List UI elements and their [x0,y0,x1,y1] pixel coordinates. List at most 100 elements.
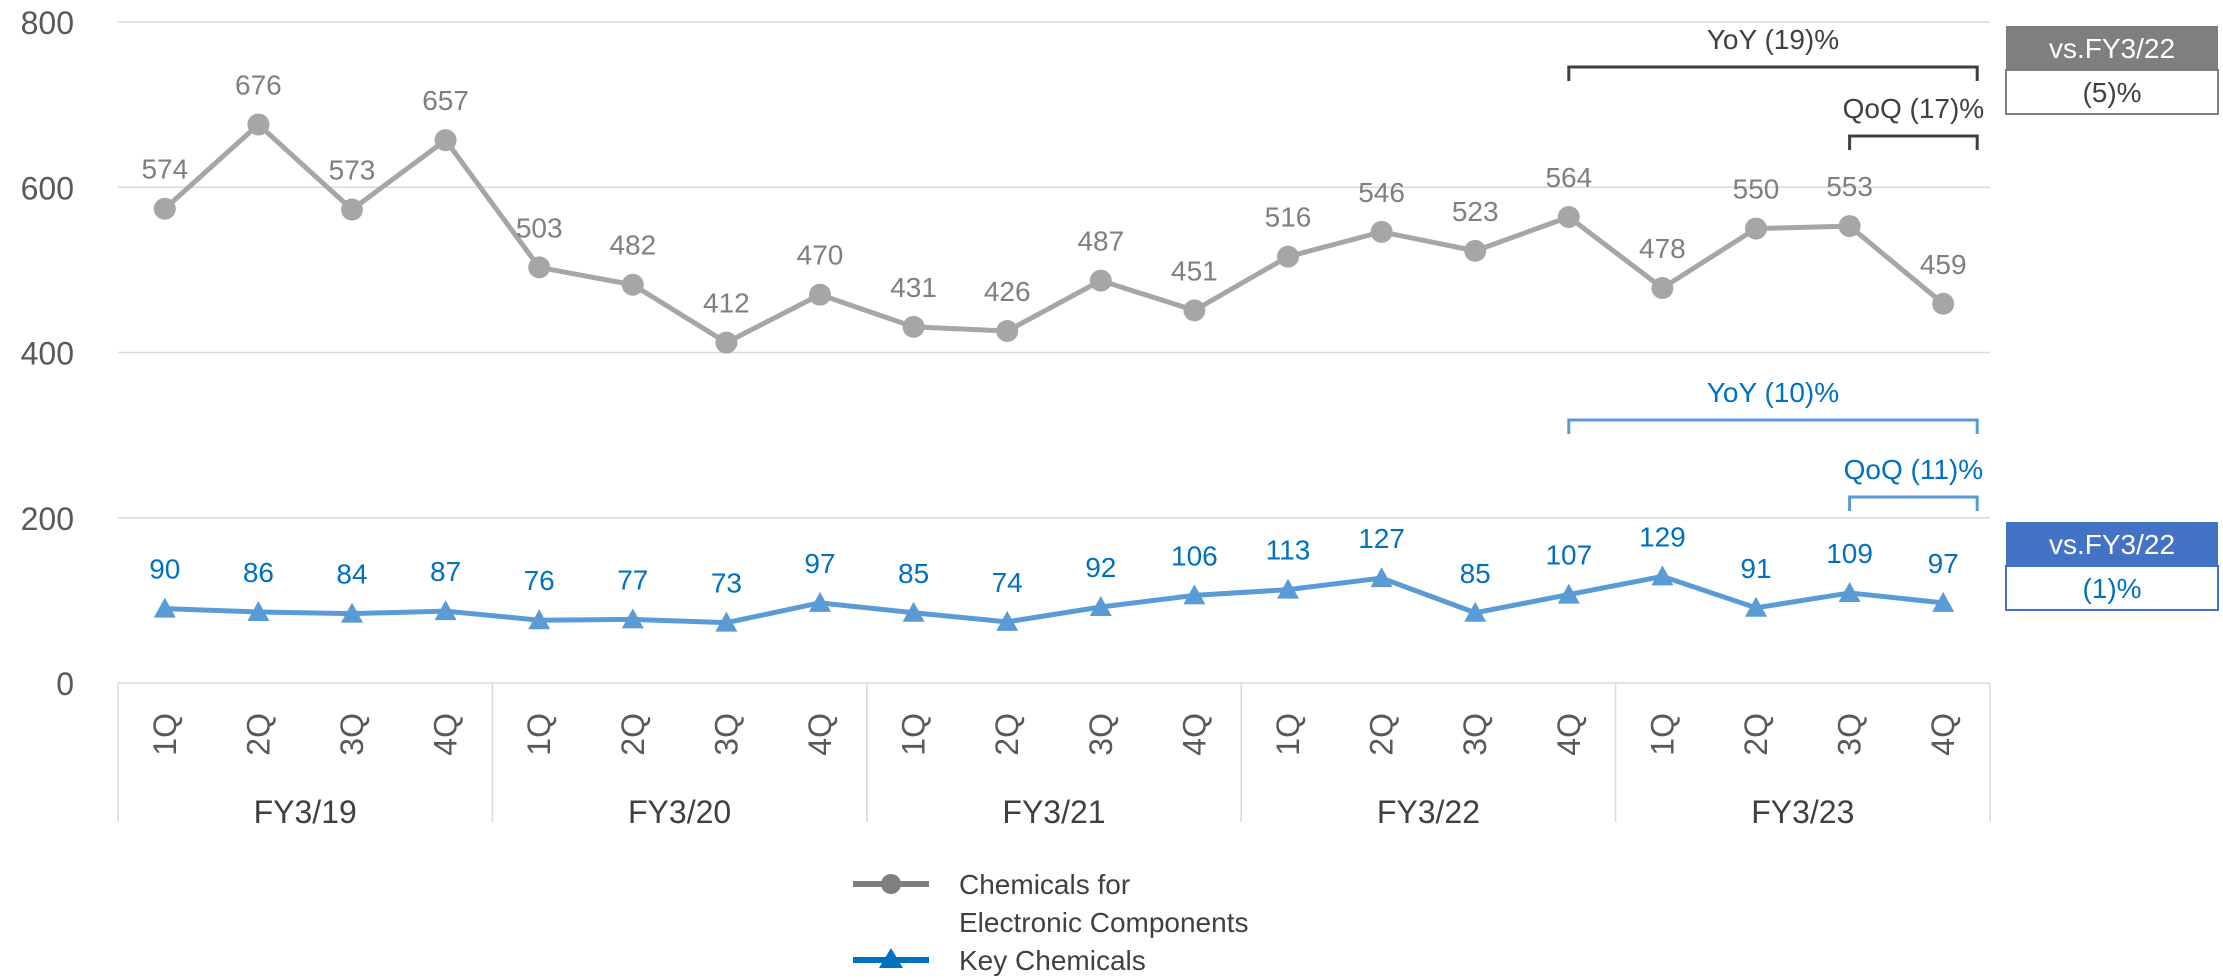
data-label: 574 [141,154,188,185]
y-axis: 0 200 400 600 800 [21,5,74,702]
legend-label: Key Chemicals [959,945,1146,976]
data-point [153,197,176,220]
data-point [809,283,831,306]
data-label: 74 [992,567,1023,598]
data-point [1464,239,1487,262]
y-tick-label: 600 [21,170,74,206]
data-point [528,256,551,279]
comparison-header-label: vs.FY3/22 [2049,33,2175,64]
bracket [1848,495,1979,511]
data-point [1089,269,1112,292]
x-tick-label: 3Q [334,713,370,756]
data-point [996,320,1019,343]
group-label: FY3/19 [254,794,357,830]
data-point [1932,292,1955,315]
x-tick-label: 4Q [802,713,838,756]
data-label: 77 [617,564,648,595]
series-line [164,573,1944,626]
group-label: FY3/21 [1002,794,1105,830]
data-label: 657 [422,85,469,116]
data-point [715,611,738,632]
x-tick-label: 2Q [615,713,651,756]
data-label: 85 [898,558,929,589]
data-label: 127 [1358,523,1405,554]
data-point [1277,245,1299,268]
data-label: 470 [797,240,844,271]
data-point [1745,596,1767,617]
group-label: FY3/20 [628,794,731,830]
x-tick-label: 4Q [1925,713,1961,756]
grid-lines [118,21,1990,684]
data-label: 523 [1452,196,1499,227]
data-label: 546 [1358,177,1405,208]
x-tick-label: 3Q [708,713,744,756]
data-label: 76 [524,565,555,596]
data-point [1745,217,1767,240]
data-point [1838,215,1861,238]
data-label: 87 [430,556,461,587]
data-point [434,600,457,621]
x-tick-label: 3Q [1083,713,1119,756]
x-tick-label: 2Q [1364,713,1400,756]
comparison-value-box [2005,565,2219,611]
annotation-label: YoY (19)% [1707,24,1839,55]
change-annotations: YoY (19)% QoQ (17)% YoY (10)% QoQ (11)% [1567,24,1984,511]
data-point [902,601,925,622]
data-point [1277,578,1299,599]
data-point [1464,601,1487,622]
data-point [1370,220,1393,243]
x-tick-label: 2Q [1738,713,1774,756]
data-label: 91 [1740,553,1771,584]
data-label: 564 [1545,162,1592,193]
group-label: FY3/22 [1377,794,1480,830]
legend-marker [879,948,903,968]
data-label: 106 [1171,540,1218,571]
comparison-value: (5)% [2082,77,2141,108]
x-tick-label: 4Q [1551,713,1587,756]
legend-marker [881,874,901,894]
x-tick-label: 1Q [521,713,557,756]
x-tick-label: 2Q [240,713,276,756]
data-point [341,602,363,623]
data-label: 451 [1171,255,1218,286]
x-tick-label: 1Q [896,713,932,756]
y-tick-label: 800 [21,5,74,41]
data-label: 487 [1077,226,1124,257]
data-point [1557,205,1580,228]
data-point [996,610,1019,631]
data-labels: 574 676 573 657 503 482 412 470 431 426 487 451 516 5… [141,69,1966,598]
data-label: 553 [1826,171,1873,202]
data-point [809,591,831,612]
data-point [1557,583,1580,604]
x-axis: FY3/19 FY3/20 FY3/21 FY3/22 FY3/23 1Q 2Q 3Q 4Q 1Q… [117,683,1991,830]
data-label: 482 [609,230,656,261]
legend-label: Chemicals for [959,869,1130,900]
data-label: 426 [984,276,1031,307]
data-label: 516 [1265,202,1312,233]
x-tick-label: 1Q [147,713,183,756]
comparison-value-box [2005,69,2219,115]
x-tick-label: 3Q [1457,713,1493,756]
data-label: 113 [1266,535,1311,566]
data-label: 73 [711,568,742,599]
data-label: 85 [1460,558,1491,589]
data-point [528,609,551,630]
x-tick-label: 4Q [428,713,464,756]
y-tick-label: 200 [21,501,74,537]
data-point [715,331,738,354]
data-point [1183,584,1206,605]
y-tick-label: 400 [21,336,74,372]
data-point [247,113,270,136]
annotation-label: QoQ (11)% [1844,454,1984,485]
data-label: 97 [1928,548,1959,579]
data-point [902,315,925,338]
data-label: 573 [329,155,376,186]
data-label: 459 [1920,249,1967,280]
bracket [1567,418,1979,434]
series-line [163,121,1945,346]
data-point [1370,567,1393,588]
data-point [1651,277,1674,300]
data-label: 109 [1826,538,1873,569]
x-tick-label: 4Q [1176,713,1212,756]
data-point [1932,591,1955,612]
